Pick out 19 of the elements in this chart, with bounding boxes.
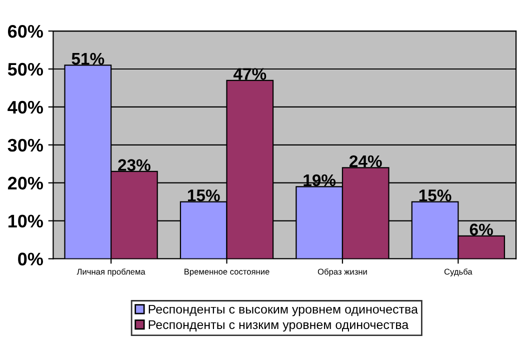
y-tick-label: 20% xyxy=(8,176,44,190)
y-tick-label: 50% xyxy=(8,62,44,76)
y-tick-label: 30% xyxy=(8,138,44,152)
data-label: 6% xyxy=(470,224,493,236)
legend-label: Респонденты с низким уровнем одиночества xyxy=(148,320,409,332)
data-label: 24% xyxy=(350,155,382,168)
x-tick-label: Временное состояние xyxy=(184,268,270,276)
data-label: 51% xyxy=(72,52,104,65)
data-label: 15% xyxy=(188,190,220,202)
y-tick-label: 10% xyxy=(8,214,44,228)
y-tick-label: 60% xyxy=(8,24,44,38)
x-tick-label: Образ жизни xyxy=(318,268,367,276)
legend-label: Респонденты с высоким уровнем одиночества xyxy=(148,304,418,316)
y-tick-label: 0% xyxy=(18,252,43,266)
x-tick-label: Личная проблема xyxy=(76,268,146,276)
data-label: 23% xyxy=(118,159,150,171)
data-label: 15% xyxy=(419,190,452,202)
y-tick-label: 40% xyxy=(8,100,44,114)
x-tick-label: Судьба xyxy=(444,268,472,276)
